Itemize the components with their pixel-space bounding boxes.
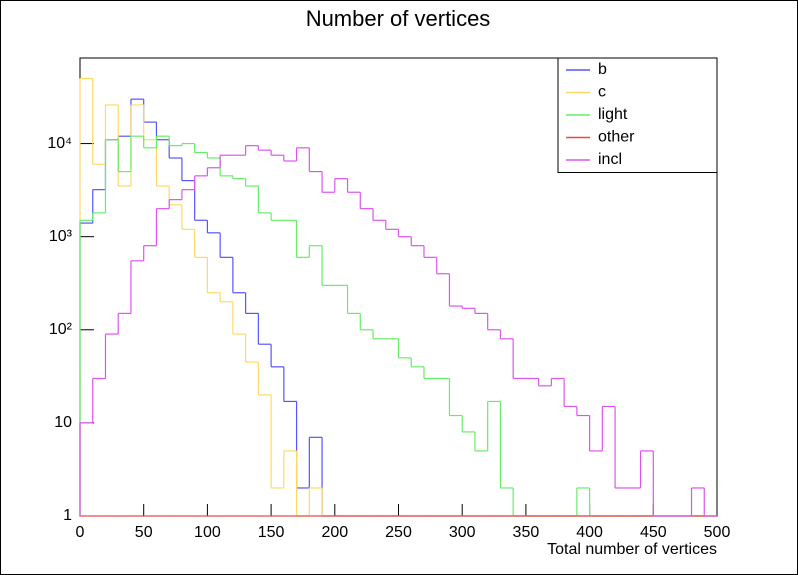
x-axis-title: Total number of vertices — [547, 541, 717, 558]
x-tick-label: 100 — [194, 524, 221, 541]
y-tick-label: 10² — [49, 321, 73, 338]
x-tick-label: 350 — [513, 524, 540, 541]
legend-label: light — [598, 106, 628, 123]
legend-label: other — [598, 129, 635, 146]
x-tick-label: 50 — [135, 524, 153, 541]
legend-label: incl — [598, 151, 622, 168]
x-tick-label: 0 — [76, 524, 85, 541]
x-tick-label: 300 — [449, 524, 476, 541]
legend-label: c — [598, 84, 606, 101]
chart-title: Number of vertices — [306, 6, 491, 31]
y-tick-label: 10⁴ — [47, 135, 72, 152]
x-tick-label: 200 — [321, 524, 348, 541]
x-tick-label: 500 — [704, 524, 731, 541]
legend-label: b — [598, 61, 607, 78]
x-tick-label: 400 — [576, 524, 603, 541]
x-tick-label: 450 — [640, 524, 667, 541]
y-tick-label: 1 — [63, 507, 72, 524]
x-tick-label: 150 — [258, 524, 285, 541]
x-tick-label: 250 — [385, 524, 412, 541]
y-tick-label: 10 — [54, 414, 72, 431]
y-tick-label: 10³ — [49, 228, 73, 245]
